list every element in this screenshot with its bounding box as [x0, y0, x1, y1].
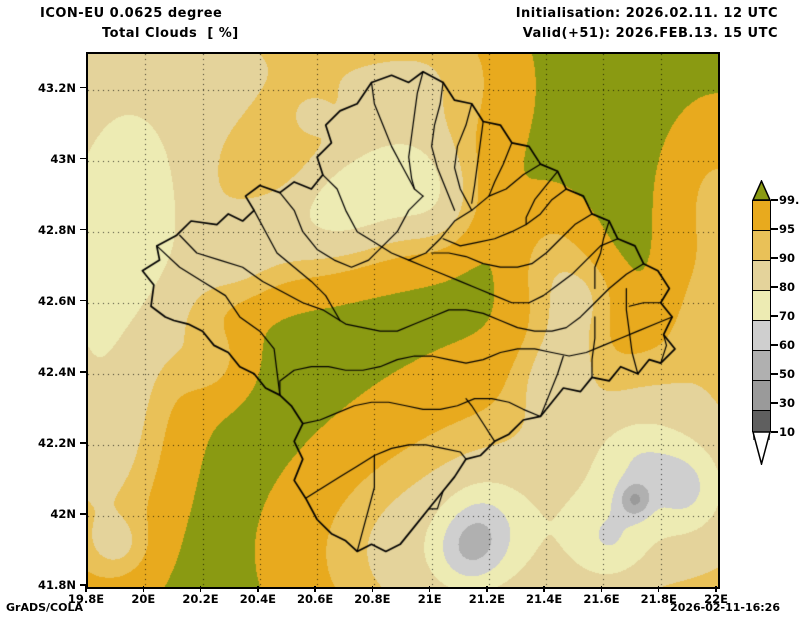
- colorbar-over-arrow: [752, 180, 771, 201]
- colorbar-label: 50: [779, 367, 796, 381]
- x-axis-tick: [600, 586, 603, 592]
- y-axis-label: 43.2N: [38, 80, 76, 95]
- x-axis-label: 20.4E: [239, 592, 276, 606]
- x-axis-label: 20.2E: [182, 592, 219, 606]
- colorbar-segments: [752, 200, 771, 440]
- colorbar-segment: [753, 201, 770, 231]
- colorbar-tick: [771, 228, 778, 230]
- colorbar-tick: [771, 315, 778, 317]
- x-axis-label: 21.8E: [640, 592, 677, 606]
- colorbar-tick: [771, 431, 778, 433]
- field-title: Total Clouds [ %]: [102, 26, 239, 41]
- y-axis-label: 41.8N: [38, 578, 76, 592]
- x-axis-label: 19.8E: [67, 592, 105, 606]
- colorbar-tick: [771, 199, 778, 201]
- colorbar-label: 70: [779, 309, 796, 323]
- model-title: ICON-EU 0.0625 degree: [40, 6, 223, 21]
- x-axis-label: 21.6E: [583, 592, 620, 606]
- x-axis-label: 21.2E: [468, 592, 506, 606]
- colorbar-under-arrow: [752, 431, 771, 465]
- x-axis-label: 20.6E: [296, 592, 334, 606]
- colorbar-tick: [771, 373, 778, 375]
- x-axis-tick: [85, 586, 87, 592]
- colorbar-segment: [753, 381, 770, 411]
- x-axis-label: 20E: [131, 592, 156, 606]
- colorbar-label: 80: [779, 280, 796, 294]
- colorbar-label: 95: [779, 222, 796, 236]
- y-axis-label: 43N: [50, 151, 76, 166]
- colorbar-segment: [753, 291, 770, 321]
- y-axis-tick: [80, 371, 86, 373]
- colorbar-segment: [753, 231, 770, 261]
- y-axis-label: 42N: [50, 506, 76, 521]
- initialisation-time: Initialisation: 2026.02.11. 12 UTC: [515, 6, 778, 21]
- x-axis-label: 22E: [704, 592, 728, 606]
- y-axis-label: 42.4N: [38, 364, 76, 379]
- y-axis-tick: [80, 584, 86, 586]
- colorbar-label: 99.5: [779, 193, 800, 207]
- y-axis-label: 42.6N: [38, 293, 76, 308]
- colorbar-tick: [771, 344, 778, 346]
- y-axis-tick: [80, 299, 86, 302]
- y-axis-tick: [80, 513, 86, 515]
- x-axis-tick: [657, 586, 660, 592]
- colorbar-tick: [771, 286, 778, 288]
- map-plot-area: [86, 52, 720, 589]
- x-axis-tick: [543, 586, 545, 592]
- x-axis-tick: [314, 586, 316, 592]
- y-axis-label: 42.2N: [38, 435, 76, 450]
- x-axis-tick: [371, 586, 374, 592]
- x-axis-tick: [428, 586, 431, 592]
- colorbar-tick: [771, 402, 778, 404]
- colorbar-label: 90: [779, 251, 796, 265]
- x-axis-tick: [486, 586, 488, 592]
- grads-credit: GrADS/COLA: [6, 601, 83, 614]
- colorbar-label: 30: [779, 396, 796, 410]
- colorbar-tick: [771, 257, 778, 259]
- colorbar-label: 10: [779, 425, 796, 439]
- y-axis-tick: [80, 228, 86, 231]
- x-axis-tick: [257, 586, 259, 592]
- cloud-cover-heatmap: [88, 54, 718, 587]
- render-timestamp: 2026-02-11-16:26: [670, 601, 780, 614]
- x-axis-label: 21.4E: [526, 592, 563, 606]
- colorbar-label: 60: [779, 338, 796, 352]
- x-axis-tick: [199, 586, 202, 592]
- y-axis-label: 42.8N: [38, 222, 76, 237]
- y-axis-tick: [80, 86, 86, 89]
- y-axis-tick: [80, 442, 86, 444]
- colorbar-segment: [753, 351, 770, 381]
- colorbar-segment: [753, 261, 770, 291]
- colorbar-segment: [753, 321, 770, 351]
- y-axis-tick: [80, 157, 86, 160]
- x-axis-label: 20.8E: [354, 592, 391, 606]
- x-axis-tick: [142, 586, 145, 592]
- colorbar-legend: 99.5 95 90 80 70 60 50 30 10: [749, 180, 800, 480]
- valid-time: Valid(+51): 2026.FEB.13. 15 UTC: [522, 26, 778, 41]
- x-axis-tick: [715, 586, 717, 592]
- x-axis-label: 21E: [417, 592, 442, 606]
